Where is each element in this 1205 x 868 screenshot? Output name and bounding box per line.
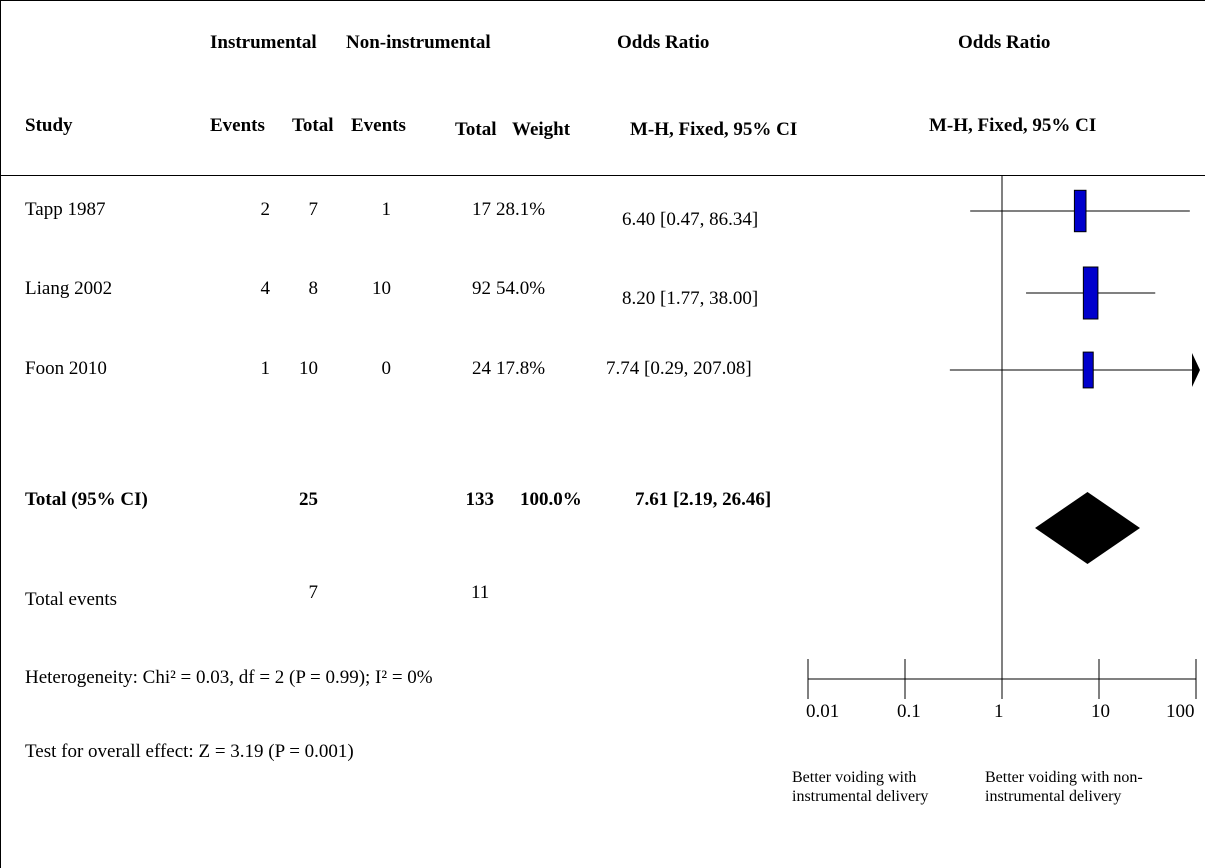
study-marker [1073, 189, 1087, 233]
x-tick-label: 10 [1091, 701, 1110, 722]
total2-value: 24 [472, 358, 491, 379]
events1-value: 4 [260, 278, 271, 299]
x-tick-label: 100 [1166, 701, 1195, 722]
total2-value: 92 [472, 278, 491, 299]
favours-left-label: Better voiding with instrumental deliver… [792, 769, 929, 805]
header-method: M-H, Fixed, 95% CI [630, 119, 798, 140]
header-group1: Instrumental [210, 32, 317, 53]
total-ci: 7.61 [2.19, 26.46] [635, 489, 772, 510]
study-name: Tapp 1987 [25, 199, 106, 220]
total1-sum: 25 [299, 489, 318, 510]
x-tick-label: 0.01 [806, 701, 840, 722]
ci-value: 7.74 [0.29, 207.08] [606, 358, 752, 379]
events2-value: 0 [381, 358, 392, 379]
events-label: Total events [25, 589, 118, 610]
events1-value: 1 [260, 358, 271, 379]
header-group2: Non-instrumental [346, 32, 491, 53]
header-effect-col: Odds Ratio [617, 32, 710, 53]
header-divider [0, 175, 1205, 176]
x-tick-label: 1 [994, 701, 1004, 722]
ci-value: 8.20 [1.77, 38.00] [622, 288, 759, 309]
total1-value: 7 [308, 199, 319, 220]
total2-value: 17 [472, 199, 491, 220]
study-name: Foon 2010 [25, 358, 107, 379]
header-plot-col: Odds Ratio [958, 32, 1051, 53]
header-weight: Weight [512, 119, 571, 140]
study-name: Liang 2002 [25, 278, 113, 299]
ci-value: 6.40 [0.47, 86.34] [622, 209, 759, 230]
header-total2: Total [455, 119, 497, 140]
weight-value: 17.8% [496, 358, 546, 379]
total1-value: 10 [299, 358, 318, 379]
total-weight: 100.0% [520, 489, 582, 510]
total2-sum: 133 [465, 489, 495, 510]
total-label: Total (95% CI) [25, 489, 148, 510]
events1-sum: 7 [308, 582, 319, 603]
left-border [0, 0, 1, 868]
favours-right-label: Better voiding with non-instrumental del… [985, 769, 1143, 805]
events2-sum: 11 [471, 582, 490, 603]
header-plot-method: M-H, Fixed, 95% CI [929, 115, 1097, 136]
weight-value: 54.0% [496, 278, 546, 299]
weight-value: 28.1% [496, 199, 546, 220]
total1-value: 8 [308, 278, 319, 299]
header-events2: Events [351, 115, 406, 136]
study-marker [1082, 266, 1099, 320]
heterogeneity-text: Heterogeneity: Chi² = 0.03, df = 2 (P = … [25, 667, 433, 688]
overall-effect-text: Test for overall effect: Z = 3.19 (P = 0… [25, 741, 354, 762]
header-events1: Events [210, 115, 265, 136]
study-marker [1082, 351, 1094, 389]
x-tick-label: 0.1 [897, 701, 921, 722]
ci-arrow [1192, 353, 1200, 387]
events2-value: 10 [372, 278, 391, 299]
pooled-diamond [1035, 492, 1140, 564]
header-study: Study [25, 115, 73, 136]
events2-value: 1 [381, 199, 392, 220]
top-border [0, 0, 1205, 1]
header-total1: Total [292, 115, 334, 136]
events1-value: 2 [260, 199, 271, 220]
